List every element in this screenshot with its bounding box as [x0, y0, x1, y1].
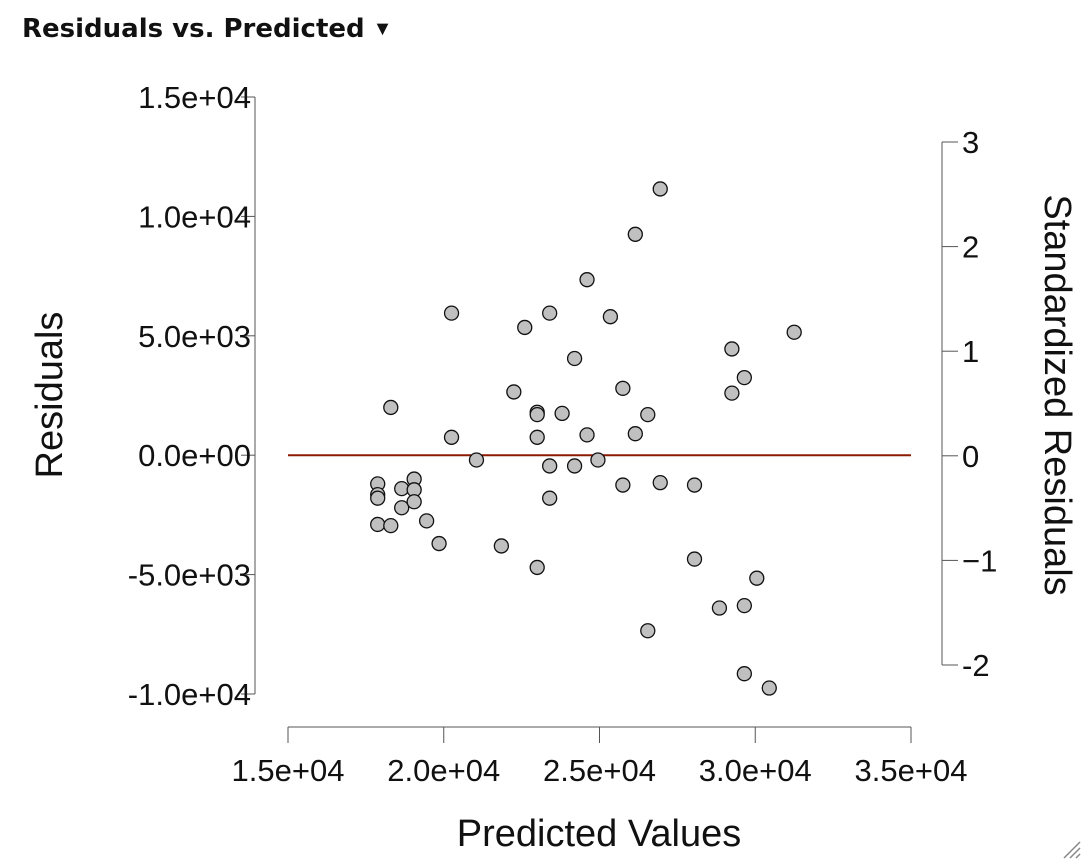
x-axis: 1.5e+04 2.0e+04 2.5e+04 3.0e+04 3.5e+04 — [232, 726, 968, 788]
x-tick-label: 3.5e+04 — [855, 753, 968, 788]
x-axis-title: Predicted Values — [457, 813, 741, 855]
data-point — [542, 490, 558, 506]
data-point — [383, 517, 399, 534]
x-tick-label: 3.0e+04 — [699, 753, 812, 788]
data-point — [640, 406, 656, 423]
data-points — [370, 181, 802, 696]
resize-grip-icon[interactable] — [1058, 836, 1082, 860]
data-point — [724, 341, 740, 357]
data-point — [627, 226, 643, 242]
data-point — [711, 600, 728, 616]
data-point — [640, 623, 656, 639]
y-tick-label: 0.0e+00 — [138, 438, 251, 473]
data-point — [786, 324, 802, 340]
y2-tick-label: -2 — [962, 648, 990, 683]
data-point — [493, 538, 510, 554]
data-point — [383, 399, 399, 416]
data-point — [627, 426, 643, 442]
data-point — [602, 309, 619, 325]
x-tick-label: 2.0e+04 — [387, 753, 500, 788]
panel-title: Residuals vs. Predicted — [22, 14, 365, 44]
x-tick-label: 1.5e+04 — [232, 753, 345, 788]
y2-axis-title: Standardized Residuals — [1036, 194, 1078, 595]
data-point — [652, 181, 668, 197]
data-point — [724, 385, 740, 401]
data-point — [749, 570, 765, 586]
y-tick-label: 5.0e+03 — [138, 319, 251, 354]
y2-tick-label: 0 — [962, 439, 979, 474]
data-point — [554, 405, 570, 422]
y2-tick-label: 3 — [962, 125, 979, 160]
right-y-axis: -2 −1 0 1 2 3 — [941, 125, 997, 683]
data-point — [736, 666, 752, 682]
x-tick-label: 2.5e+04 — [543, 753, 656, 788]
y-tick-label: 1.5e+04 — [138, 80, 251, 115]
data-point — [529, 559, 545, 576]
data-point — [529, 429, 545, 445]
data-point — [566, 350, 583, 367]
data-point — [529, 406, 545, 423]
data-point — [431, 535, 447, 552]
data-point — [615, 380, 631, 396]
y2-tick-label: −1 — [962, 543, 997, 578]
data-point — [517, 319, 533, 336]
data-point — [736, 597, 752, 614]
data-point — [761, 680, 777, 696]
y-tick-label: -5.0e+03 — [128, 558, 251, 593]
data-point — [468, 452, 485, 468]
data-point — [542, 305, 558, 321]
data-point — [394, 480, 410, 497]
data-point — [370, 490, 386, 506]
data-point — [736, 369, 752, 386]
data-point — [542, 458, 558, 474]
data-point — [506, 384, 522, 400]
data-point — [615, 477, 631, 493]
data-point — [443, 305, 460, 321]
data-point — [370, 516, 386, 533]
caret-down-icon[interactable]: ▼ — [372, 18, 393, 40]
left-y-axis: -1.0e+04 -5.0e+03 0.0e+00 5.0e+03 1.0e+04 1.5… — [128, 80, 256, 712]
data-point — [418, 513, 435, 529]
data-point — [394, 500, 410, 516]
data-point — [686, 551, 703, 567]
data-point — [579, 427, 595, 443]
y-tick-label: -1.0e+04 — [128, 677, 251, 712]
data-point — [590, 452, 606, 468]
data-point — [566, 458, 583, 474]
data-point — [406, 494, 422, 510]
data-point — [443, 429, 460, 445]
data-point — [652, 475, 668, 491]
y2-tick-label: 2 — [962, 230, 979, 265]
y-axis-title: Residuals — [29, 312, 71, 479]
data-point — [686, 477, 703, 493]
y2-tick-label: 1 — [962, 334, 979, 369]
y-tick-label: 1.0e+04 — [138, 199, 251, 234]
panel-header[interactable]: Residuals vs. Predicted ▼ — [22, 14, 392, 44]
data-point — [579, 272, 595, 288]
